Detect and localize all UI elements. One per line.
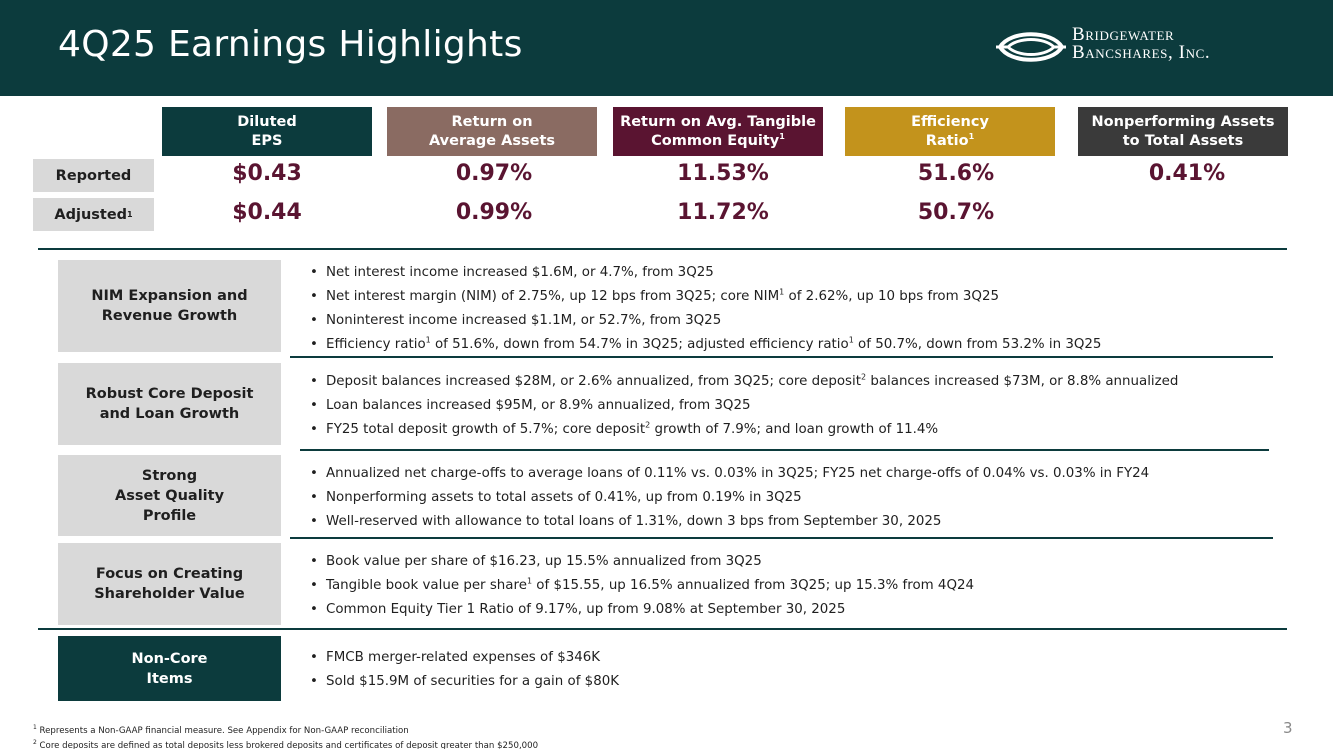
metric-header-line1: Nonperforming Assets [1091,113,1275,130]
list-item: Sold $15.9M of securities for a gain of … [308,670,619,694]
list-item: Tangible book value per share1 of $15.55… [308,574,974,598]
section-label-line: Asset Quality [114,487,225,504]
section-bullets-core-deposit: Deposit balances increased $28M, or 2.6%… [308,370,1178,442]
footnote-ref: 1 [779,131,785,141]
metric-header-line1: Diluted [237,113,297,130]
list-item: Net interest margin (NIM) of 2.75%, up 1… [308,285,1101,309]
list-item: Annualized net charge-offs to average lo… [308,462,1149,486]
section-label-line: Non-Core [131,650,208,667]
bridge-logo-icon [996,32,1066,62]
adjusted-roaa: 0.99% [455,200,533,225]
company-logo: Bridgewater Bancshares, Inc. [996,24,1286,70]
section-label-core-deposit: Robust Core Deposit and Loan Growth [58,363,281,445]
reported-roaa: 0.97% [455,161,533,186]
metric-header-line2: to Total Assets [1122,132,1244,149]
metric-header-line1: Return on [451,113,533,130]
list-item: Common Equity Tier 1 Ratio of 9.17%, up … [308,598,974,622]
metric-header-efficiency-ratio: Efficiency Ratio1 [845,107,1055,156]
list-item: FY25 total deposit growth of 5.7%; core … [308,418,1178,442]
adjusted-efficiency-ratio: 50.7% [917,200,995,225]
row-label-reported: Reported [33,159,154,192]
divider [38,628,1287,630]
list-item: Book value per share of $16.23, up 15.5%… [308,550,974,574]
list-item: Efficiency ratio1 of 51.6%, down from 54… [308,333,1101,357]
section-label-asset-quality: Strong Asset Quality Profile [58,455,281,536]
divider [38,248,1287,250]
row-label-adjusted: Adjusted 1 [33,198,154,231]
section-label-line: Robust Core Deposit [85,386,254,402]
list-item: Nonperforming assets to total assets of … [308,486,1149,510]
section-label-line: and Loan Growth [99,406,240,422]
list-item: FMCB merger-related expenses of $346K [308,646,619,670]
metric-header-line2: EPS [251,132,283,149]
metric-header-rotce: Return on Avg. Tangible Common Equity1 [613,107,823,156]
metric-header-line2: Common Equity1 [651,131,785,149]
section-label-line: Focus on Creating [95,566,244,582]
divider [300,449,1269,451]
list-item: Well-reserved with allowance to total lo… [308,510,1149,534]
list-item: Noninterest income increased $1.1M, or 5… [308,309,1101,333]
divider [290,537,1273,539]
section-label-line: Revenue Growth [101,308,238,324]
section-label-line: Profile [142,507,197,524]
metric-header-line2: Average Assets [428,132,556,149]
footnote-2: 2 Core deposits are defined as total dep… [33,738,539,749]
metric-header-diluted-eps: Diluted EPS [162,107,372,156]
footnote-ref: 1 [968,131,975,141]
reported-efficiency-ratio: 51.6% [917,161,995,186]
page-number: 3 [1283,719,1293,737]
logo-wordmark: Bridgewater Bancshares, Inc. [1072,24,1211,63]
adjusted-rotce: 11.72% [677,200,769,225]
page-title: 4Q25 Earnings Highlights [58,24,523,65]
section-bullets-shareholder-value: Book value per share of $16.23, up 15.5%… [308,550,974,622]
section-label-line: Shareholder Value [94,586,245,602]
section-label-line: Strong [141,467,198,484]
section-label-line: Items [146,670,193,687]
logo-line-1: Bridgewater [1072,24,1175,45]
section-label-line: NIM Expansion and [91,288,248,304]
section-label-non-core: Non-Core Items [58,636,281,701]
footnote-1: 1 Represents a Non-GAAP financial measur… [33,724,409,736]
section-label-shareholder-value: Focus on Creating Shareholder Value [58,543,281,625]
metric-header-line1: Return on Avg. Tangible [620,113,816,130]
list-item: Deposit balances increased $28M, or 2.6%… [308,370,1178,394]
metric-header-line1: Efficiency [911,113,989,130]
adjusted-diluted-eps: $0.44 [232,200,302,225]
reported-rotce: 11.53% [677,161,769,186]
reported-npa-ratio: 0.41% [1148,161,1226,186]
section-bullets-non-core: FMCB merger-related expenses of $346K So… [308,646,619,694]
list-item: Loan balances increased $95M, or 8.9% an… [308,394,1178,418]
section-bullets-asset-quality: Annualized net charge-offs to average lo… [308,462,1149,534]
metric-header-roaa: Return on Average Assets [387,107,597,156]
logo-line-2: Bancshares, Inc. [1072,42,1211,63]
footnotes: 1 Represents a Non-GAAP financial measur… [33,722,538,749]
section-label-nim: NIM Expansion and Revenue Growth [58,260,281,352]
header-banner: 4Q25 Earnings Highlights Bridgewater Ban… [0,0,1333,96]
section-bullets-nim: Net interest income increased $1.6M, or … [308,261,1101,357]
reported-diluted-eps: $0.43 [232,161,302,186]
divider [290,356,1273,358]
metric-header-line2: Ratio1 [925,131,975,149]
list-item: Net interest income increased $1.6M, or … [308,261,1101,285]
metric-header-npa-ratio: Nonperforming Assets to Total Assets [1078,107,1288,156]
